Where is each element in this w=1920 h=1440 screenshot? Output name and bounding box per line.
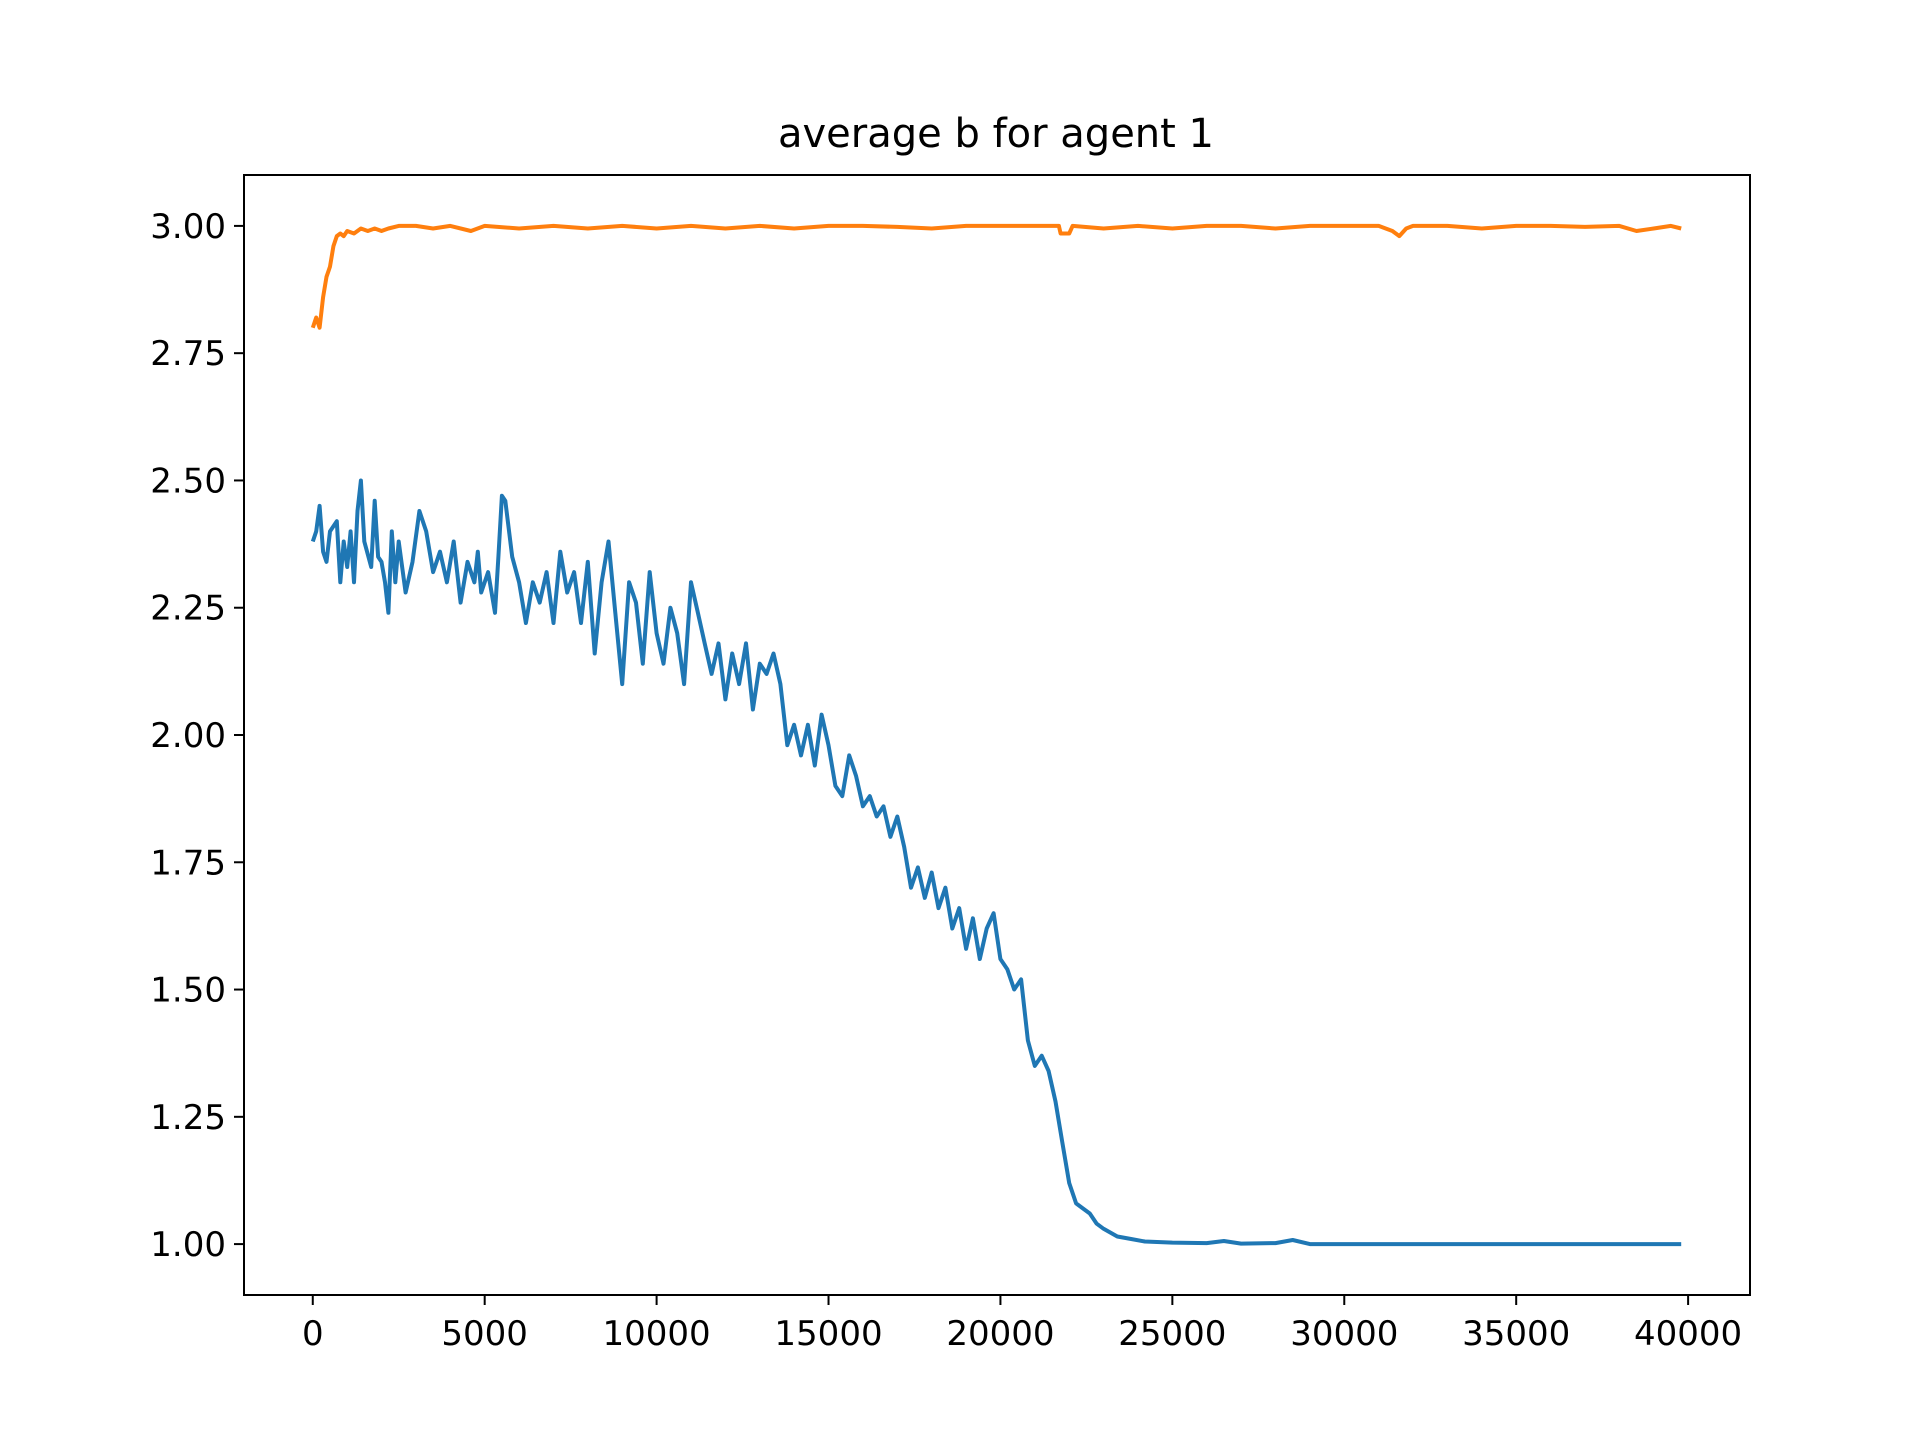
y-tick-label: 1.75 xyxy=(150,843,226,883)
y-tick-label: 2.50 xyxy=(150,461,226,501)
plot-area xyxy=(310,223,1682,1247)
y-tick-label: 3.00 xyxy=(150,207,226,247)
x-tick-label: 0 xyxy=(302,1314,324,1354)
x-axis: 0 5000 10000 15000 20000 25000 30000 35000 40000 xyxy=(302,1295,1742,1354)
series-line-2 xyxy=(310,223,1682,330)
x-tick-label: 20000 xyxy=(946,1314,1054,1354)
x-tick-label: 5000 xyxy=(441,1314,528,1354)
x-tick-label: 40000 xyxy=(1634,1314,1742,1354)
y-axis: 1.00 1.25 1.50 1.75 2.00 2.25 2.50 2.75 3.00 xyxy=(150,207,244,1265)
y-tick-label: 2.25 xyxy=(150,589,226,629)
x-tick-label: 15000 xyxy=(774,1314,882,1354)
y-tick-label: 1.25 xyxy=(150,1098,226,1138)
x-tick-label: 10000 xyxy=(603,1314,711,1354)
x-tick-label: 25000 xyxy=(1118,1314,1226,1354)
y-tick-label: 2.00 xyxy=(150,716,226,756)
y-tick-label: 1.50 xyxy=(150,971,226,1011)
y-tick-label: 1.00 xyxy=(150,1225,226,1265)
y-tick-label: 2.75 xyxy=(150,334,226,374)
x-tick-label: 35000 xyxy=(1462,1314,1570,1354)
axes-frame xyxy=(243,174,1751,1296)
x-tick-label: 30000 xyxy=(1290,1314,1398,1354)
chart-title: average b for agent 1 xyxy=(778,111,1214,157)
series-line-1 xyxy=(310,478,1682,1247)
